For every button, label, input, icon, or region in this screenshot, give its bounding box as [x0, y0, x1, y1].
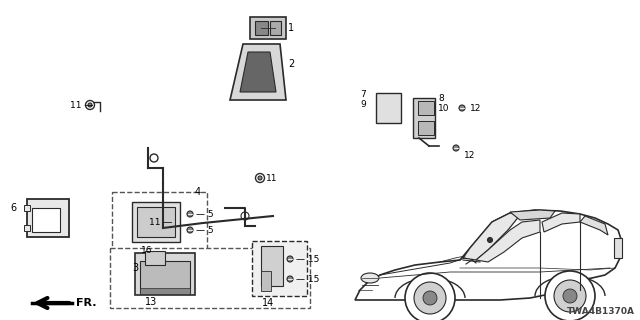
Bar [418, 101, 434, 115]
Ellipse shape [255, 173, 264, 182]
Bar [24, 205, 30, 211]
Bar [376, 93, 401, 123]
Ellipse shape [459, 105, 465, 111]
Text: 1: 1 [288, 23, 294, 33]
Ellipse shape [150, 154, 158, 162]
Polygon shape [580, 216, 608, 235]
Polygon shape [230, 44, 286, 100]
Ellipse shape [173, 220, 177, 224]
Ellipse shape [170, 218, 179, 227]
Ellipse shape [414, 282, 446, 314]
Text: — 5: — 5 [196, 226, 214, 235]
Text: 3: 3 [132, 263, 138, 273]
Ellipse shape [545, 271, 595, 320]
Text: — 15: — 15 [296, 275, 319, 284]
Text: 7: 7 [360, 90, 365, 99]
Bar [112, 192, 207, 260]
Ellipse shape [453, 145, 459, 151]
Bar [261, 246, 283, 286]
Text: 2: 2 [288, 59, 294, 69]
Ellipse shape [287, 276, 293, 282]
Text: 11: 11 [266, 173, 278, 182]
Bar [250, 17, 286, 39]
Text: 13: 13 [145, 297, 157, 307]
Ellipse shape [287, 256, 293, 262]
Bar [135, 253, 195, 295]
Ellipse shape [159, 200, 167, 208]
Bar [32, 208, 60, 232]
Polygon shape [240, 52, 276, 92]
Bar [252, 241, 307, 296]
Bar [140, 288, 190, 294]
Polygon shape [542, 213, 580, 232]
Bar [413, 98, 435, 138]
Bar [614, 238, 622, 258]
Text: 11 —: 11 — [70, 100, 93, 109]
Text: 8: 8 [438, 93, 444, 102]
Ellipse shape [405, 273, 455, 320]
Ellipse shape [86, 100, 95, 109]
Text: 14: 14 [262, 298, 275, 308]
Bar [24, 225, 30, 231]
Ellipse shape [88, 103, 92, 107]
Ellipse shape [488, 237, 493, 243]
Text: — 15: — 15 [296, 254, 319, 263]
Text: 6: 6 [10, 203, 16, 213]
Bar [145, 251, 165, 265]
Bar [110, 248, 310, 308]
Text: 12: 12 [470, 103, 481, 113]
Polygon shape [463, 213, 520, 260]
Ellipse shape [241, 212, 249, 220]
Bar [418, 121, 434, 135]
Bar [261, 271, 271, 291]
Bar [255, 21, 268, 35]
Ellipse shape [258, 176, 262, 180]
Text: — 5: — 5 [196, 210, 214, 219]
Bar [140, 261, 190, 293]
Text: 11 —: 11 — [149, 218, 172, 227]
Text: 9: 9 [360, 100, 365, 108]
Ellipse shape [423, 291, 437, 305]
Text: FR.: FR. [76, 298, 97, 308]
Polygon shape [476, 220, 540, 262]
Ellipse shape [361, 273, 379, 283]
Bar [137, 207, 175, 237]
Bar [27, 199, 69, 237]
Bar [269, 21, 280, 35]
Polygon shape [510, 210, 555, 220]
Ellipse shape [554, 280, 586, 312]
Bar [132, 202, 180, 242]
Ellipse shape [187, 227, 193, 233]
Text: 16: 16 [141, 245, 152, 254]
Polygon shape [355, 210, 622, 300]
Ellipse shape [187, 211, 193, 217]
Ellipse shape [563, 289, 577, 303]
Text: 10: 10 [438, 103, 449, 113]
Text: TWA4B1370A: TWA4B1370A [567, 308, 635, 316]
Text: 4: 4 [195, 187, 201, 197]
Text: 12: 12 [464, 150, 476, 159]
